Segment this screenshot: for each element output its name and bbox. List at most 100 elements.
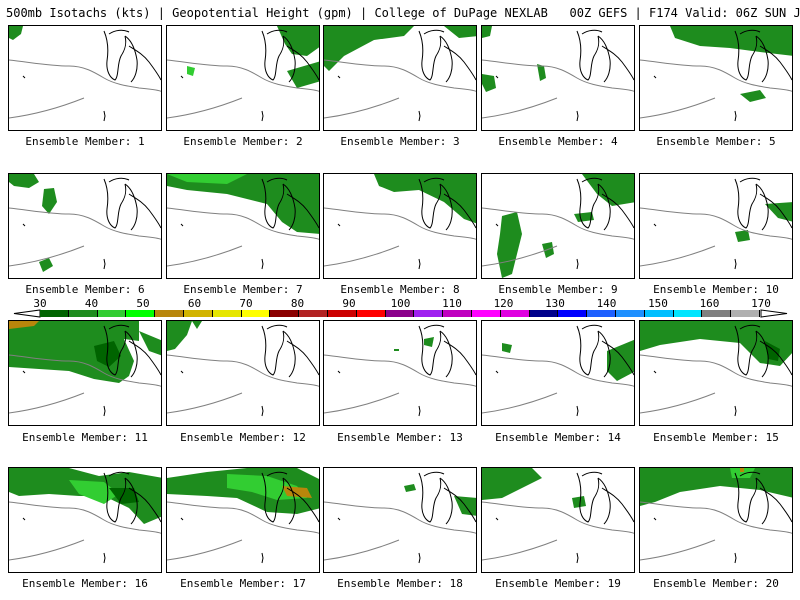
height-contour [9,207,161,240]
isotach-shading [424,337,434,347]
map-graphic [9,321,161,417]
ensemble-map-panel [166,467,320,573]
great-lakes-outline [576,324,634,378]
isotach-shading [482,26,492,38]
great-lakes-outline [261,177,319,231]
colorbar-segment [356,310,386,317]
colorbar-tick-label: 150 [648,297,668,310]
isotach-shading [9,26,23,40]
colorbar-tick-label: 30 [33,297,47,310]
ensemble-map-panel [481,173,635,279]
great-lakes-outline [734,324,792,378]
isotach-shading [277,26,319,56]
isotach-shading [502,343,512,353]
colorbar-segment [68,310,98,317]
colorbar-segment [155,310,184,317]
colorbar-segment [241,310,271,317]
great-lakes-outline [576,471,634,525]
colorbar-segment [500,310,530,317]
isotach-shading [740,90,766,102]
shoreline-fragment [495,75,579,122]
great-lakes-outline [734,471,792,525]
shoreline-fragment [495,223,579,270]
colorbar-tick-label: 40 [84,297,99,310]
shoreline-fragment [495,517,579,564]
isotach-shading [139,331,161,356]
map-graphic [482,26,634,122]
ensemble-map-panel [639,173,793,279]
colorbar-segment [97,310,127,317]
height-contour [167,501,319,534]
colorbar-segment [558,310,588,317]
map-graphic [640,177,792,270]
panel-label: Ensemble Member: 18 [337,577,463,590]
great-lakes-outline [418,324,476,378]
isotach-shading [497,212,522,278]
map-graphic [482,468,634,564]
shoreline-fragment [653,223,737,270]
panel-label: Ensemble Member: 12 [180,431,306,444]
isotach-shading [572,496,586,508]
shoreline-fragment [337,75,421,122]
height-contour [167,354,319,387]
colorbar-tick-label: 70 [239,297,253,310]
colorbar-left-arrow [13,309,41,318]
isotach-shading [374,174,476,224]
shoreline-fragment [180,517,264,564]
colorbar-segment [40,310,69,317]
isotach-shading [740,468,744,472]
shoreline-fragment [22,517,106,564]
colorbar-right-arrow [760,309,788,318]
height-contour [640,245,716,267]
height-contour [167,245,243,267]
ensemble-map-panel [323,25,477,131]
colorbar-segment [702,310,732,317]
isotach-shading [9,321,139,383]
height-contour [9,59,161,92]
shoreline-fragment [180,75,264,122]
great-lakes-outline [576,29,634,83]
height-contour [640,392,716,414]
height-contour [482,354,634,387]
map-graphic [9,468,161,564]
shoreline-fragment [495,370,579,417]
height-contour [324,354,476,387]
map-graphic [482,174,634,278]
map-graphic [482,324,634,417]
map-graphic [640,468,792,564]
height-contour [9,245,85,267]
shoreline-fragment [337,370,421,417]
great-lakes-outline [261,471,319,525]
colorbar-tick-label: 50 [136,297,150,310]
height-contour [482,392,558,414]
isotach-shading [187,66,195,76]
map-graphic [324,26,476,122]
map-graphic [324,174,476,270]
isotach-shading [167,321,192,351]
isotach-shading [9,174,39,188]
isotach-shading [735,230,750,242]
ensemble-map-panel [8,173,162,279]
colorbar-tick-label: 160 [699,297,720,310]
ensemble-map-panel [481,467,635,573]
shoreline-fragment [653,370,737,417]
panel-label: Ensemble Member: 14 [495,431,621,444]
panel-label: Ensemble Member: 6 [25,283,145,296]
colorbar-segment [385,310,415,317]
shoreline-fragment [653,75,737,122]
colorbar-segment [299,310,328,317]
isotach-shading [765,341,780,361]
great-lakes-outline [734,177,792,231]
ensemble-map-panel [166,173,320,279]
map-graphic [167,468,319,564]
colorbar-tick-label: 80 [290,297,305,310]
panel-label: Ensemble Member: 10 [653,283,779,296]
height-contour [9,539,85,561]
isotach-shading [39,258,53,272]
height-contour [640,539,716,561]
isotach-shading [42,188,57,214]
shoreline-fragment [180,223,264,270]
map-graphic [9,174,161,272]
isotach-shading [324,26,414,71]
